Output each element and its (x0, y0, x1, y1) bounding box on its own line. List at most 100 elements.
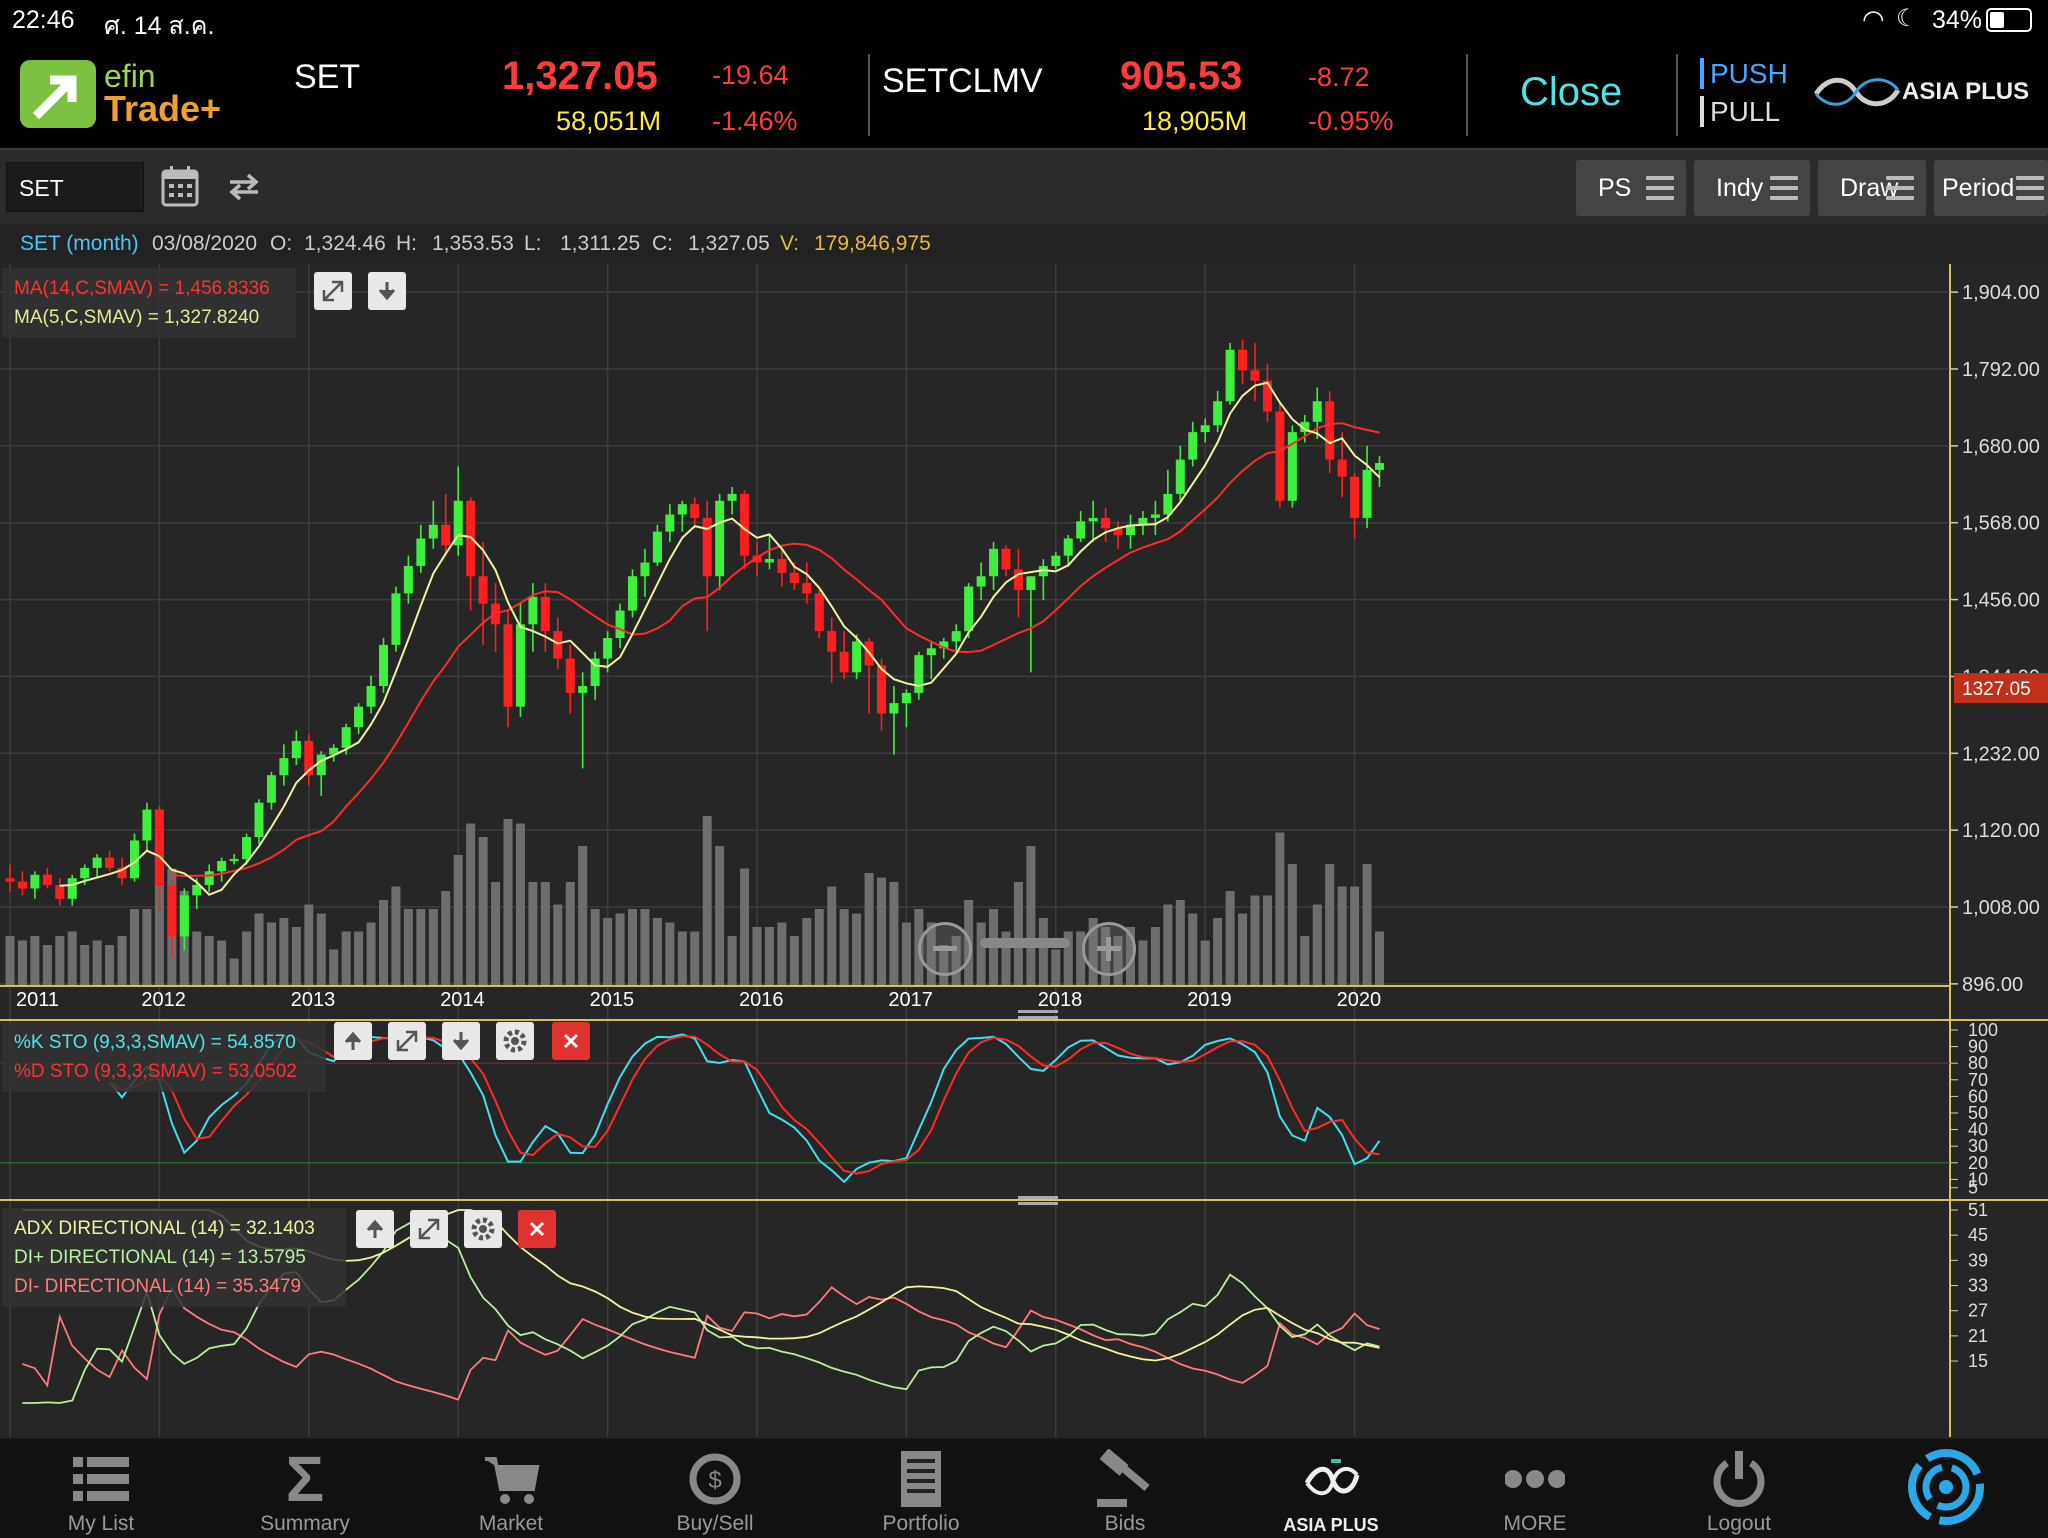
candle-body (540, 596, 550, 632)
candle-body (578, 686, 588, 693)
candle-body (453, 500, 463, 546)
candle-body (652, 531, 662, 563)
volume-bar (55, 936, 65, 986)
volume-bar (229, 958, 239, 986)
candle-body (117, 867, 127, 879)
candle-body (217, 861, 227, 872)
candle-body (789, 572, 799, 584)
volume-bar (553, 904, 563, 986)
document-icon (901, 1451, 941, 1507)
panel-resize-handle (1018, 1010, 1058, 1013)
volume-bar (715, 846, 725, 986)
draw-button[interactable]: Draw (1818, 160, 1926, 216)
calendar-icon[interactable] (160, 164, 200, 208)
volume-bar (789, 936, 799, 986)
candle-body (989, 548, 999, 577)
nav-buy-sell[interactable]: $ Buy/Sell (640, 1439, 790, 1538)
nav-market[interactable]: Market (436, 1439, 586, 1538)
nav-summary[interactable]: Σ Summary (230, 1439, 380, 1538)
volume-bar (690, 931, 700, 986)
candle-body (1138, 517, 1148, 525)
volume-bar (1163, 904, 1173, 986)
candle-body (976, 576, 986, 587)
candle-body (640, 562, 650, 577)
minus-icon (933, 946, 957, 951)
volume-bar (316, 913, 326, 986)
volume-bar (67, 931, 77, 986)
year-label: 2015 (590, 989, 635, 1011)
index1-name[interactable]: SET (294, 58, 361, 96)
candle-body (366, 686, 376, 707)
nav-portfolio[interactable]: Portfolio (846, 1439, 996, 1538)
volume-bar (1076, 931, 1086, 986)
info-date: 03/08/2020 (152, 232, 258, 255)
move-down-icon[interactable] (442, 1022, 480, 1060)
pull-button[interactable]: PULL (1700, 96, 1781, 128)
candle-body (1175, 459, 1185, 494)
menu-icon (1646, 176, 1674, 200)
expand-icon[interactable] (410, 1210, 448, 1248)
move-up-icon[interactable] (334, 1022, 372, 1060)
zoom-in-button[interactable] (1082, 922, 1136, 976)
zoom-out-button[interactable] (918, 922, 972, 976)
candle-body (80, 867, 90, 879)
candle-body (1150, 514, 1160, 518)
volume-bar (105, 945, 115, 986)
symbol-input[interactable]: SET (6, 162, 144, 212)
menu-icon (2016, 176, 2044, 200)
list-icon (73, 1457, 129, 1501)
candle-body (951, 631, 961, 642)
pull-label: PULL (1700, 96, 1781, 127)
refresh-icon[interactable] (224, 166, 264, 206)
close-icon[interactable] (518, 1210, 556, 1248)
nav-asia-plus[interactable]: ASIA PLUS (1256, 1439, 1406, 1538)
indy-button[interactable]: Indy (1694, 160, 1810, 216)
nav-bids[interactable]: Bids (1050, 1439, 1200, 1538)
candle-body (939, 641, 949, 649)
candle-body (329, 747, 339, 755)
adx-tick-label: 45 (1968, 1225, 1988, 1245)
volume-bar (1026, 846, 1036, 986)
expand-icon[interactable] (388, 1022, 426, 1060)
volume-bar (354, 931, 364, 986)
nav-label: Bids (1104, 1512, 1146, 1535)
assistant-icon[interactable] (1908, 1449, 1984, 1525)
volume-bar (192, 931, 202, 986)
candle-body (715, 500, 725, 577)
volume-bar (752, 927, 762, 986)
candle-body (254, 802, 264, 838)
move-down-icon[interactable] (368, 272, 406, 310)
expand-icon[interactable] (314, 272, 352, 310)
moving-averages (59, 381, 1381, 896)
battery-icon (1986, 8, 2032, 32)
nav-logout[interactable]: Logout (1664, 1439, 1814, 1538)
price-tick-label: 1,568.00 (1962, 513, 2040, 535)
candle-body (291, 740, 301, 759)
ma-legend: MA(14,C,SMAV) = 1,456.8336 MA(5,C,SMAV) … (2, 268, 296, 338)
nav-more[interactable]: MORE (1460, 1439, 1610, 1538)
price-tick-label: 1,008.00 (1962, 897, 2040, 919)
push-button[interactable]: PUSH (1700, 58, 1788, 90)
year-label: 2017 (888, 989, 933, 1011)
ps-button[interactable]: PS (1576, 160, 1686, 216)
close-icon[interactable] (552, 1022, 590, 1060)
nav-my-list[interactable]: My List (26, 1439, 176, 1538)
volume-bar (764, 927, 774, 986)
candle-body (1001, 548, 1011, 570)
candle-body (266, 775, 276, 803)
candle-body (1213, 401, 1223, 426)
candle-body (839, 651, 849, 673)
nav-label: MORE (1503, 1512, 1567, 1535)
volume-bar (603, 918, 613, 986)
candle-body (764, 559, 774, 563)
volume-bar (391, 886, 401, 986)
period-button[interactable]: Period (1934, 160, 2048, 216)
index2-name[interactable]: SETCLMV (882, 62, 1043, 100)
volume-bar (802, 918, 812, 986)
panel-resize-handle (1018, 1202, 1058, 1205)
volume-bar (142, 909, 152, 986)
settings-gear-icon[interactable] (464, 1210, 502, 1248)
settings-gear-icon[interactable] (496, 1022, 534, 1060)
zoom-slider[interactable] (980, 938, 1070, 948)
move-up-icon[interactable] (356, 1210, 394, 1248)
